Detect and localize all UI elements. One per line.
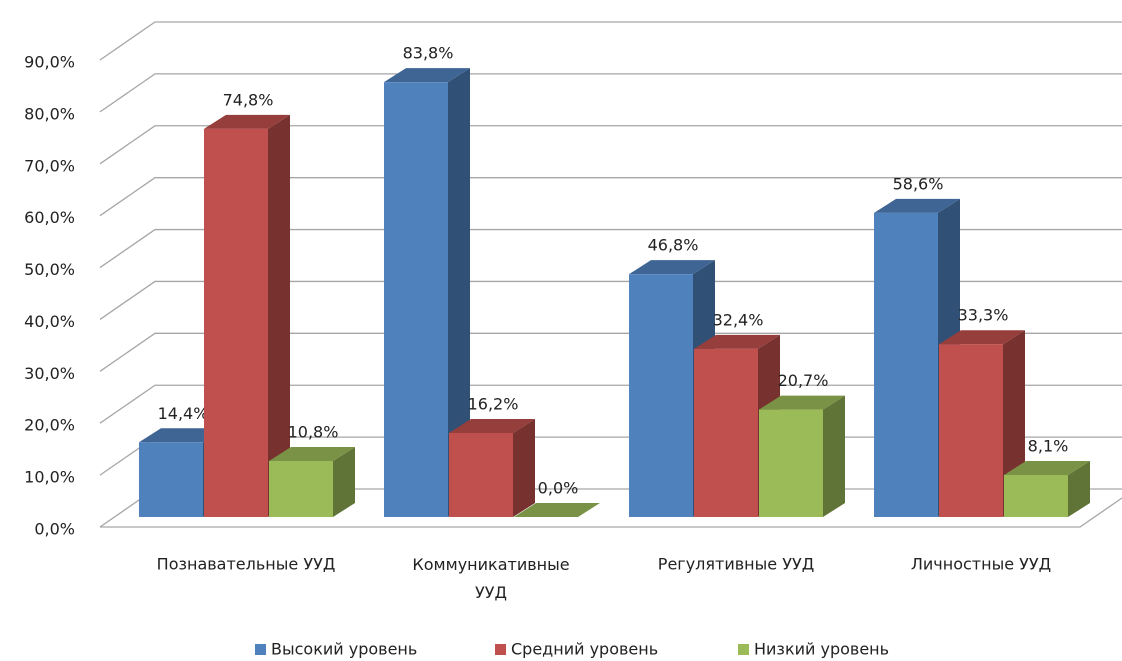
bar-top <box>269 446 355 461</box>
bar <box>384 68 470 517</box>
bar-front <box>939 344 1003 517</box>
bar-front <box>269 460 333 517</box>
y-tick-label: 90,0% <box>24 53 75 72</box>
legend-swatch <box>495 644 506 655</box>
bar-side <box>268 114 290 518</box>
bar-top <box>874 198 960 213</box>
data-label: 32,4% <box>713 310 764 329</box>
bar-side <box>333 446 355 517</box>
bar <box>1004 460 1090 517</box>
bar-top <box>139 428 225 443</box>
grid-line <box>99 280 1122 320</box>
y-tick-label: 40,0% <box>24 312 75 331</box>
bar <box>514 503 600 517</box>
bar-top <box>449 418 535 433</box>
data-label: 33,3% <box>958 306 1009 325</box>
bar-top <box>939 330 1025 345</box>
data-label: 20,7% <box>778 371 829 390</box>
bar-front <box>874 212 938 518</box>
x-tick-label: Регулятивные УУД <box>658 555 814 574</box>
bar-side <box>448 68 470 517</box>
data-label: 83,8% <box>403 44 454 63</box>
bar <box>269 446 355 517</box>
legend-swatch <box>255 644 266 655</box>
data-label: 74,8% <box>223 90 274 109</box>
floor <box>100 497 1122 528</box>
x-tick-line: Коммуникативные <box>412 555 569 574</box>
bar-front <box>694 348 758 517</box>
bar-front <box>759 409 823 517</box>
bar <box>939 330 1025 517</box>
bar-top <box>514 503 600 517</box>
bar-front <box>384 82 448 517</box>
legend-swatch <box>738 644 749 655</box>
data-label: 46,8% <box>648 236 699 255</box>
grid-line <box>99 384 1122 424</box>
bar <box>204 114 290 518</box>
y-tick-label: 10,0% <box>24 468 75 487</box>
y-tick-label: 50,0% <box>24 260 75 279</box>
bar-top <box>204 114 290 129</box>
bar-front <box>204 128 268 518</box>
bar-front <box>139 442 203 517</box>
bar-front <box>629 274 693 517</box>
legend-label: Высокий уровень <box>271 640 417 659</box>
data-label: 16,2% <box>468 394 519 413</box>
bar-side <box>1068 460 1090 517</box>
bar-top <box>629 260 715 275</box>
y-tick-label: 0,0% <box>34 520 75 539</box>
bar <box>449 418 535 517</box>
bar-front <box>1004 474 1068 517</box>
y-tick-label: 20,0% <box>24 416 75 435</box>
bar <box>759 395 845 517</box>
grid-line <box>99 177 1122 217</box>
bar-top <box>384 68 470 83</box>
x-tick-label: Познавательные УУД <box>157 555 336 574</box>
data-label: 58,6% <box>893 174 944 193</box>
x-tick-line: УУД <box>475 583 507 602</box>
data-label: 14,4% <box>158 404 209 423</box>
bar-top <box>1004 460 1090 475</box>
x-tick-label: Личностные УУД <box>911 555 1051 574</box>
bar-top <box>694 334 780 349</box>
y-tick-label: 70,0% <box>24 156 75 175</box>
y-tick-label: 80,0% <box>24 104 75 123</box>
legend-label: Средний уровень <box>511 640 658 659</box>
grid-line <box>99 73 1122 113</box>
y-tick-label: 30,0% <box>24 364 75 383</box>
grid-line <box>99 125 1122 165</box>
data-label: 8,1% <box>1028 436 1069 455</box>
grid-line <box>99 332 1122 372</box>
bar-front <box>449 432 513 517</box>
grid-line <box>99 21 1122 61</box>
data-label: 0,0% <box>538 479 579 498</box>
legend-label: Низкий уровень <box>754 640 889 659</box>
bar-top <box>759 395 845 410</box>
bar-side <box>513 418 535 517</box>
data-label: 10,8% <box>288 422 339 441</box>
y-tick-label: 60,0% <box>24 208 75 227</box>
bar-side <box>823 395 845 517</box>
x-tick-label: Коммуникативные УУД <box>412 555 569 602</box>
grid-line <box>99 228 1122 269</box>
